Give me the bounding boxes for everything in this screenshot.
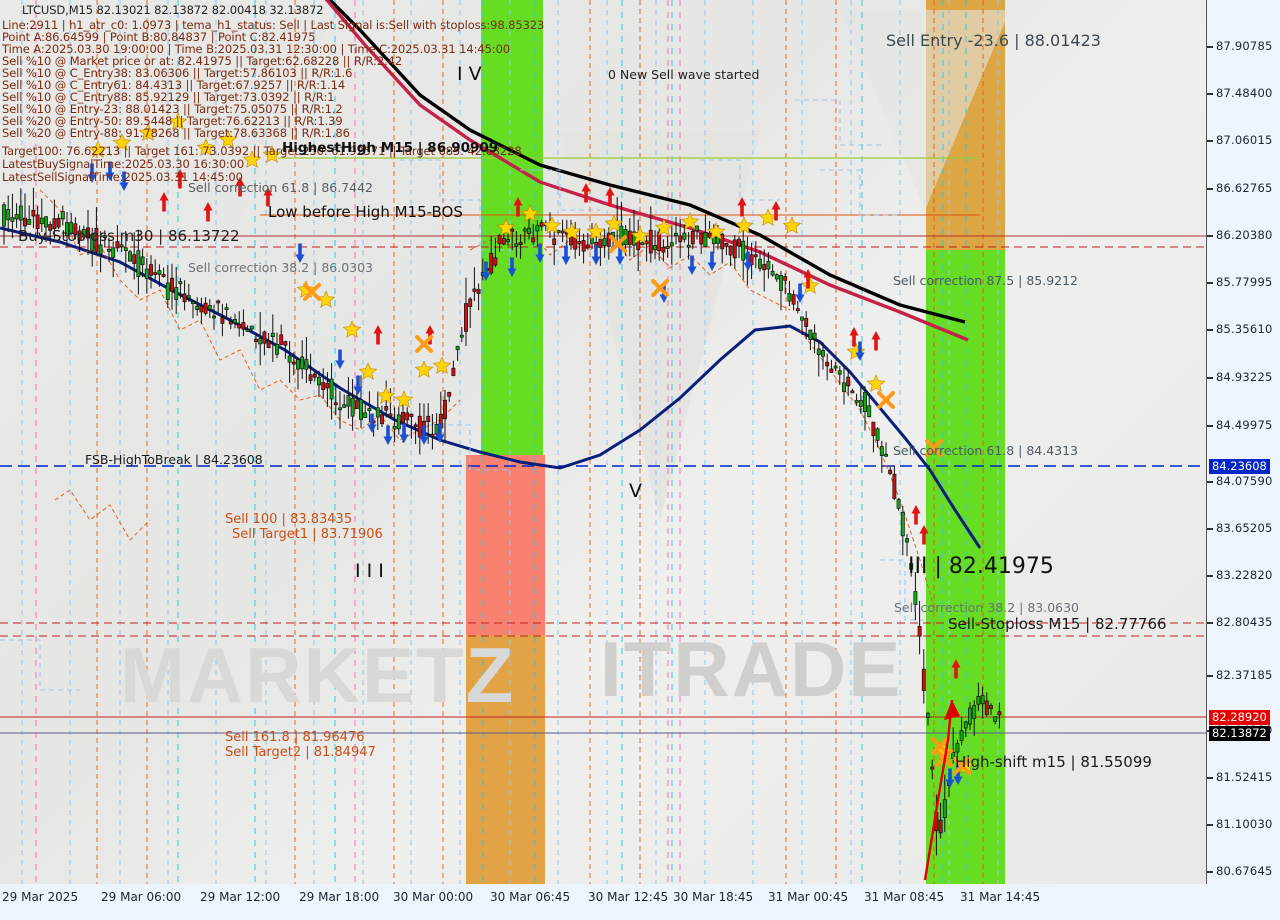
label-sell-entry-top: Sell Entry -23.6 | 88.01423 — [886, 31, 1101, 50]
time-axis[interactable]: 29 Mar 2025 29 Mar 06:00 29 Mar 12:00 29 Ma… — [0, 884, 1280, 920]
time-tick: 31 Mar 14:45 — [960, 890, 1041, 904]
header-line-0: Line:2911 | h1_atr_c0: 1.0973 | tema_h1_… — [2, 18, 545, 32]
label-wave-iii: I I I — [355, 560, 384, 582]
price-tag: 82.28920 — [1209, 710, 1270, 725]
label-sell-target1: Sell Target1 | 83.71906 — [232, 527, 383, 542]
label-sell-corr-618-mid: Sell correction 61.8 | 84.4313 — [893, 443, 1079, 458]
time-tick: 30 Mar 18:45 — [673, 890, 754, 904]
label-buy-stoploss: Buy-Stoploss m30 | 86.13722 — [18, 227, 240, 245]
price-tick: 86.62765 — [1207, 181, 1280, 195]
header-line-10: Target100: 76.62213 || Target 161: 73.03… — [2, 144, 522, 158]
label-fsb-high-to-break: FSB-HighToBreak | 84.23608 — [85, 452, 263, 467]
time-tick: 30 Mar 12:45 — [588, 890, 669, 904]
price-tick: 84.49975 — [1207, 418, 1280, 432]
label-sell-1618: Sell 161.8 | 81.96476 — [225, 730, 365, 745]
watermark-itrade: ITRADE — [600, 625, 903, 713]
time-tick: 29 Mar 06:00 — [101, 890, 182, 904]
header-line-9: Sell %20 @ Entry-88: 91.78268 || Target:… — [2, 126, 350, 140]
price-tick: 81.10030 — [1207, 817, 1280, 831]
price-tick: 87.48400 — [1207, 86, 1280, 100]
chart-symbol-title: LTCUSD,M15 82.13021 82.13872 82.00418 32… — [22, 3, 324, 17]
price-tick: 80.67645 — [1207, 864, 1280, 878]
price-tick: 82.37185 — [1207, 668, 1280, 682]
price-tick: 87.06015 — [1207, 133, 1280, 147]
chart-plot-area[interactable]: MARKETZ ITRADE LTCUSD,M15 82.13021 82.13… — [0, 0, 1207, 885]
label-point-c: III | 82.41975 — [908, 554, 1054, 579]
label-new-sell-wave: 0 New Sell wave started — [608, 67, 760, 82]
label-sell-corr-875: Sell correction 87.5 | 85.9212 — [893, 273, 1079, 288]
header-line-7: Sell %10 @ Entry-23: 88.01423 || Target:… — [2, 102, 343, 116]
time-tick: 30 Mar 06:45 — [490, 890, 571, 904]
price-tick: 83.65205 — [1207, 521, 1280, 535]
label-sell-corr-618-top: Sell correction 61.8 | 86.7442 — [188, 180, 374, 195]
price-tick: 84.93225 — [1207, 370, 1280, 384]
label-high-shift: High-shift m15 | 81.55099 — [955, 753, 1152, 771]
price-tick: 85.35610 — [1207, 322, 1280, 336]
header-line-1: Point A:86.64599 | Point B:80.84837 | Po… — [2, 30, 316, 44]
zone-salmon — [466, 455, 545, 635]
label-sell-target2: Sell Target2 | 81.84947 — [225, 745, 376, 760]
header-line-5: Sell %10 @ C_Entry61: 84.4313 || Target:… — [2, 78, 346, 92]
price-tag: 82.13872 — [1209, 726, 1270, 741]
time-tick: 29 Mar 2025 — [2, 890, 79, 904]
price-tick: 85.77995 — [1207, 275, 1280, 289]
price-tick: 83.22820 — [1207, 568, 1280, 582]
price-tick: 82.80435 — [1207, 615, 1280, 629]
price-tick: 86.20380 — [1207, 228, 1280, 242]
price-tag: 84.23608 — [1209, 459, 1270, 474]
label-sell-100: Sell 100 | 83.83435 — [225, 512, 353, 527]
header-line-2: Time A:2025.03.30 19:00:00 | Time B:2025… — [2, 42, 511, 56]
price-tick: 84.07590 — [1207, 474, 1280, 488]
label-wave-v: V — [629, 480, 642, 502]
time-tick: 30 Mar 00:00 — [393, 890, 474, 904]
label-low-before-high: Low before High M15-BOS — [268, 203, 463, 221]
time-tick: 29 Mar 12:00 — [200, 890, 281, 904]
label-highest-high: HighestHigh M15 | 86.90909 — [282, 140, 499, 156]
label-sell-corr-382-low: Sell correction 38.2 | 83.0630 — [894, 600, 1080, 615]
label-sell-corr-382-top: Sell correction 38.2 | 86.0303 — [188, 260, 374, 275]
watermark-marketz: MARKETZ — [120, 631, 516, 719]
header-line-8: Sell %20 @ Entry-50: 89.5448 || Target:7… — [2, 114, 343, 128]
header-line-12: LatestSellSignalTime:2025.03.31 14:45:00 — [2, 170, 243, 184]
header-line-4: Sell %10 @ C_Entry38: 83.06306 || Target… — [2, 66, 353, 80]
label-wave-iv: I V — [457, 63, 482, 85]
price-tick: 81.52415 — [1207, 770, 1280, 784]
price-tick: 87.90785 — [1207, 39, 1280, 53]
time-tick: 29 Mar 18:00 — [299, 890, 380, 904]
price-axis[interactable]: 87.90785 87.48400 87.06015 86.62765 86.20380… — [1206, 0, 1280, 884]
header-line-11: LatestBuySignalTime:2025.03.30 16:30:00 — [2, 157, 245, 171]
time-tick: 31 Mar 08:45 — [864, 890, 945, 904]
header-line-3: Sell %10 @ Market price or at: 82.41975 … — [2, 54, 403, 68]
header-line-6: Sell %10 @ C_Entry88: 85.92129 || Target… — [2, 90, 335, 104]
time-tick: 31 Mar 00:45 — [768, 890, 849, 904]
label-sell-stoploss: Sell-Stoploss M15 | 82.77766 — [948, 615, 1167, 633]
